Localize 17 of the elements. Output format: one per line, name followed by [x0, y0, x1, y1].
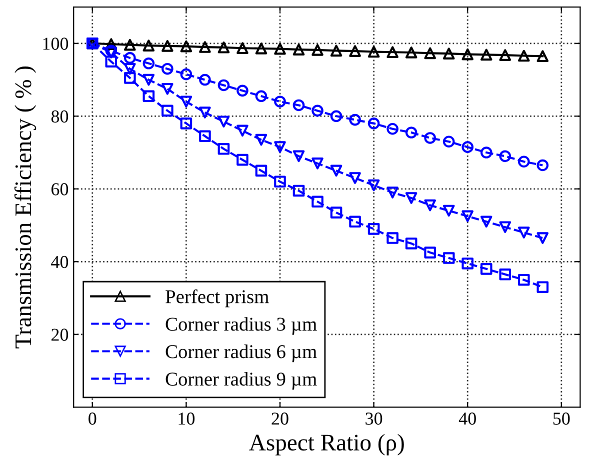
- legend-label: Corner radius 9 µm: [166, 372, 317, 390]
- y-tick-label: 80: [51, 110, 68, 123]
- x-tick-label: 40: [458, 412, 476, 425]
- x-tick-label: 30: [366, 412, 382, 425]
- x-tick-label: 20: [272, 412, 288, 425]
- y-tick-label: 20: [52, 328, 68, 341]
- legend-label: Corner radius 3 µm: [166, 317, 317, 335]
- legend-label: Corner radius 6 µm: [166, 344, 317, 362]
- legend-label: Perfect prism: [166, 289, 269, 308]
- x-tick-label: 10: [178, 412, 195, 425]
- x-tick-label: 0: [88, 412, 96, 425]
- y-tick-label: 40: [51, 256, 68, 268]
- x-axis-title: Aspect Ratio (ρ): [249, 434, 404, 456]
- x-tick-label: 50: [553, 412, 570, 425]
- y-axis-title: Transmission Efficiency ( % ): [14, 66, 36, 348]
- y-tick-label: 100: [43, 38, 68, 50]
- y-tick-label: 60: [51, 183, 68, 196]
